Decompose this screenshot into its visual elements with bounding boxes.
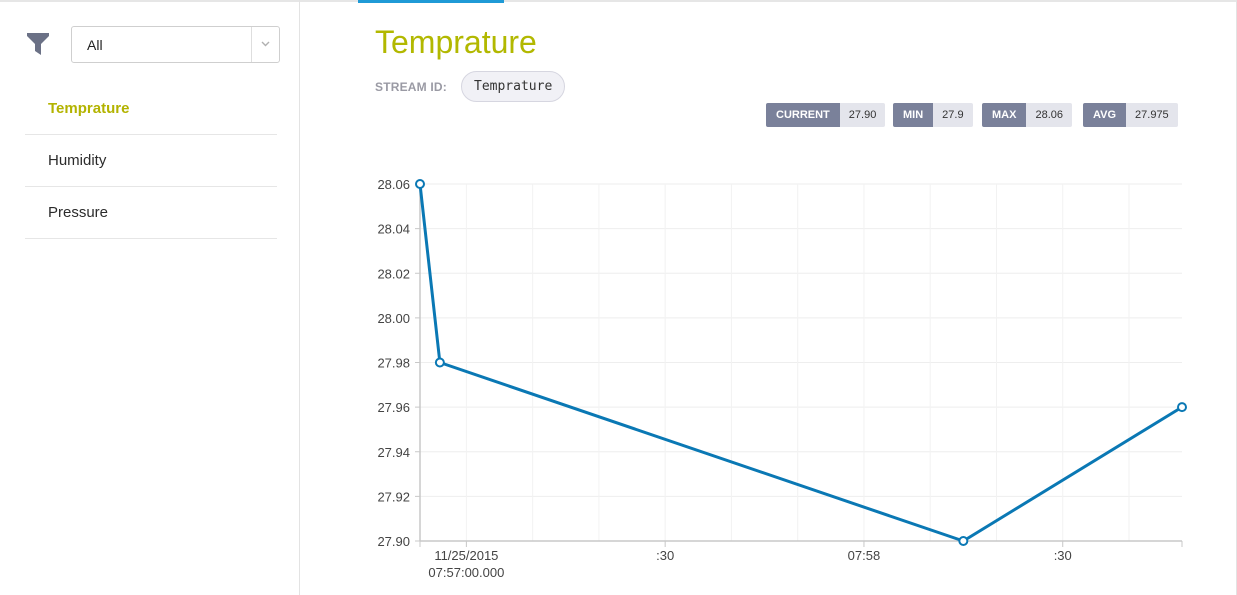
stream-filter-select[interactable]: All — [71, 26, 280, 63]
data-point — [415, 179, 425, 189]
y-tick-label: 28.06 — [377, 177, 410, 192]
x-tick-label: :30 — [656, 548, 674, 563]
data-point — [434, 357, 445, 368]
stat-min-value: 27.9 — [933, 103, 973, 127]
y-tick-label: 28.00 — [377, 311, 410, 326]
y-tick-label: 27.94 — [377, 445, 410, 460]
stat-current-value: 27.90 — [839, 103, 886, 127]
series-line — [418, 183, 1183, 543]
stat-current: CURRENT 27.90 — [766, 103, 886, 127]
stat-max-label: MAX — [982, 103, 1027, 127]
sidebar-item-temprature[interactable]: Temprature — [25, 83, 277, 135]
select-caret[interactable] — [251, 27, 279, 62]
stat-avg-label: AVG — [1083, 103, 1127, 127]
y-tick-label: 27.96 — [377, 400, 410, 415]
x-tick-label-secondary: 07:57:00.000 — [428, 565, 504, 580]
active-tab-indicator — [358, 0, 504, 3]
select-value: All — [87, 37, 103, 53]
stat-max: MAX 28.06 — [982, 103, 1072, 127]
stream-list: Temprature Humidity Pressure — [25, 83, 277, 239]
data-point — [1177, 402, 1187, 413]
y-tick-label: 27.98 — [377, 356, 410, 371]
x-tick-label: 07:58 — [848, 548, 881, 563]
filter-icon[interactable] — [27, 33, 49, 55]
y-tick-label: 27.92 — [377, 489, 410, 504]
chevron-down-icon — [261, 41, 270, 47]
stat-min: MIN 27.9 — [893, 103, 973, 127]
sidebar: All Temprature Humidity Pressure — [0, 0, 300, 595]
page-title: Temprature — [375, 24, 537, 60]
x-tick-label: 11/25/2015 — [434, 548, 498, 563]
sidebar-item-pressure[interactable]: Pressure — [25, 187, 277, 239]
stat-min-label: MIN — [893, 103, 934, 127]
y-tick-label: 28.04 — [377, 222, 410, 237]
stat-avg-value: 27.975 — [1126, 103, 1178, 127]
top-border — [0, 0, 1237, 2]
stat-current-label: CURRENT — [766, 103, 840, 127]
stat-max-value: 28.06 — [1026, 103, 1072, 127]
y-tick-label: 28.02 — [377, 266, 410, 281]
stream-id-label: STREAM ID: — [375, 80, 447, 94]
data-point — [958, 536, 969, 546]
y-tick-label: 27.90 — [377, 534, 410, 549]
x-tick-label: :30 — [1054, 548, 1072, 563]
stat-avg: AVG 27.975 — [1083, 103, 1178, 127]
stream-id-badge: Temprature — [461, 71, 566, 102]
sidebar-item-humidity[interactable]: Humidity — [25, 135, 277, 187]
